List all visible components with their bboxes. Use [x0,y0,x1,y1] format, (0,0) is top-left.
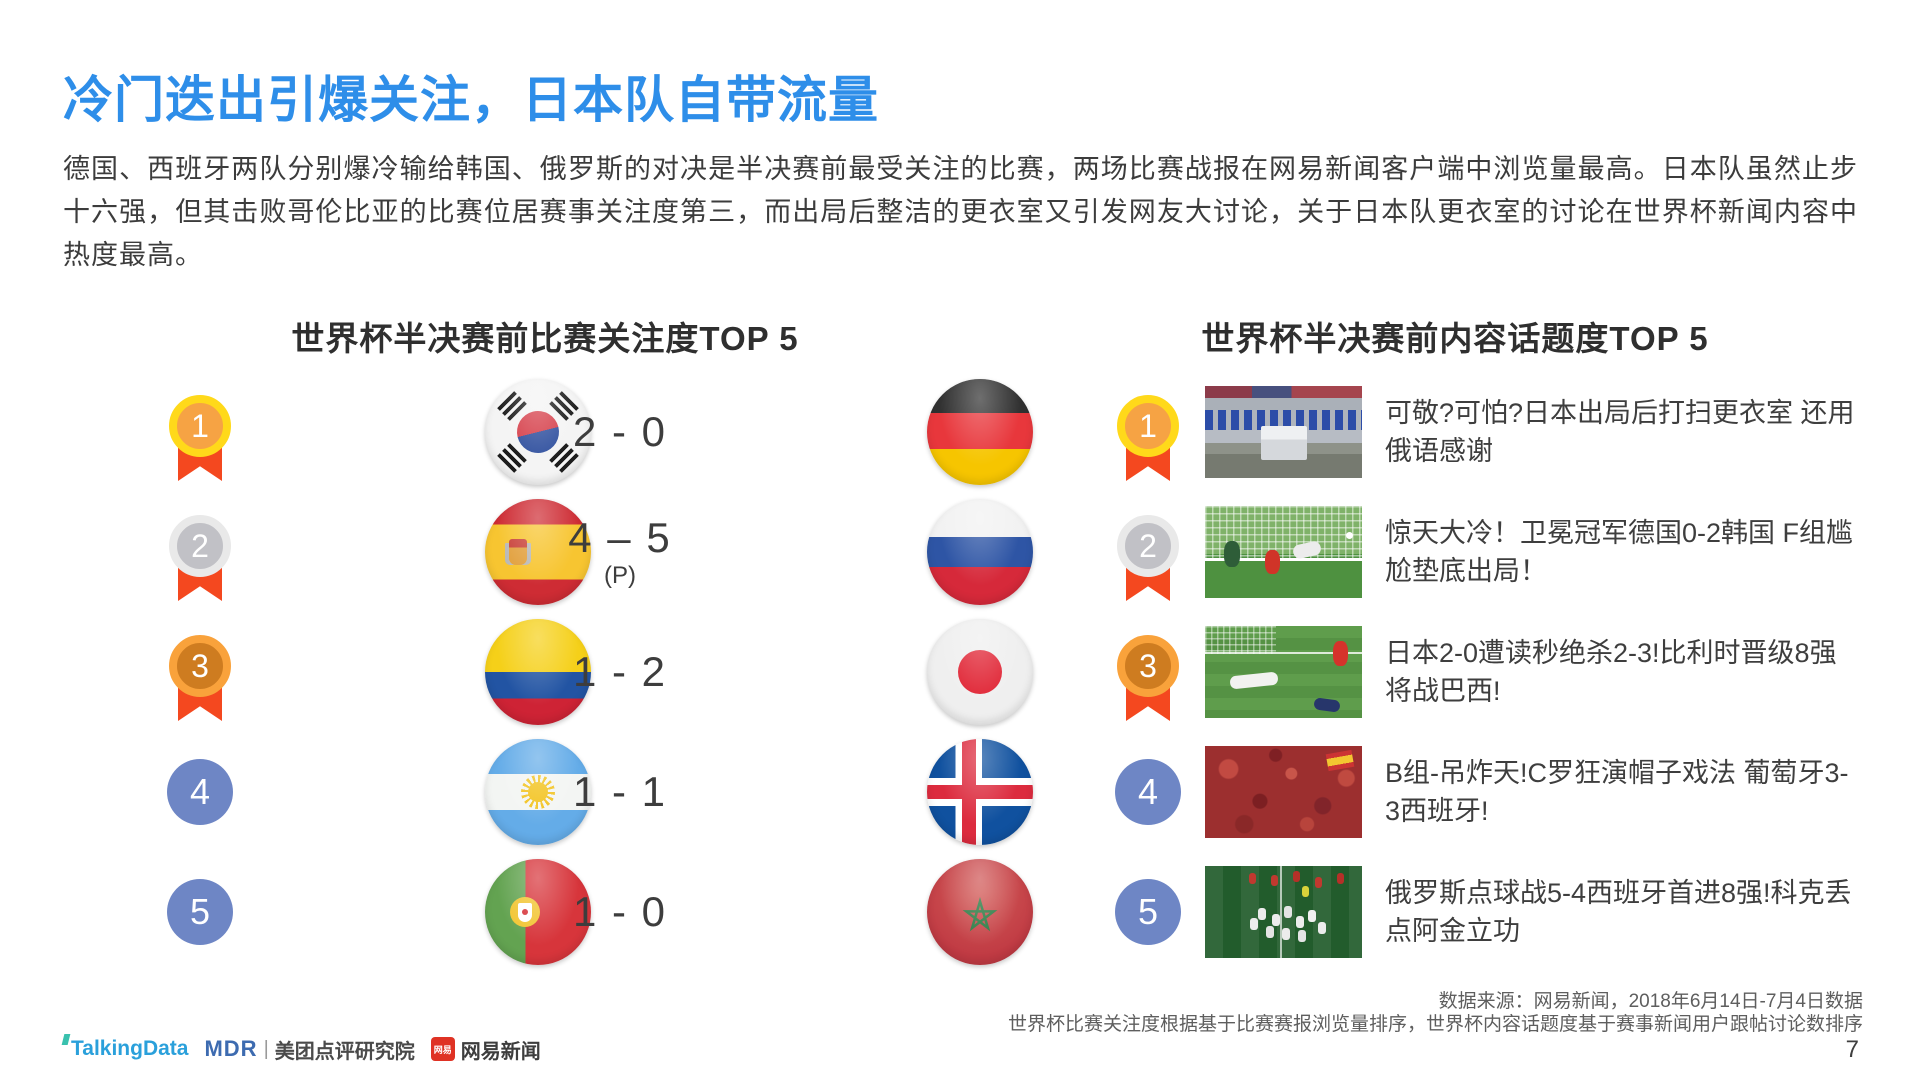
japan-belgium-match-photo [1205,626,1362,718]
news-row-3: 3 日本2-0遭读秒绝杀2-3!比利时晋级8强将战巴西! [1110,617,1900,727]
russia-celebration-photo [1205,866,1362,958]
match-row-2: 2 4 – 5 (P) [135,497,1033,607]
score-block: 1 - 0 [530,857,710,967]
match-score: 4 – 5 [568,514,672,561]
page-title: 冷门迭出引爆关注，日本队自带流量 [63,72,879,128]
talkingdata-tick-icon [61,1034,71,1045]
match-score: 1 - 1 [572,768,668,815]
news-row-1: 1 可敬?可怕?日本出局后打扫更衣室 还用俄语感谢 [1110,377,1900,487]
locker-room-photo [1205,386,1362,478]
match-row-1: 1 2 - 0 [135,377,1033,487]
spain-flag-icon [485,499,591,605]
news-row-2: 2 惊天大冷！卫冕冠军德国0-2韩国 F组尴尬垫底出局！ [1110,497,1900,607]
rank-number: 2 [169,515,231,577]
spain-crest-icon [509,539,527,565]
page-number: 7 [1845,1036,1859,1063]
rank-badge-icon: 5 [165,857,235,967]
colombia-flag-icon [485,619,591,725]
score-block: 4 – 5 (P) [530,497,710,607]
iceland-flag-icon [927,739,1033,845]
rank-number: 4 [1115,759,1181,825]
rank-badge-icon: 5 [1113,857,1183,967]
rank-number: 1 [1117,395,1179,457]
news-headline: B组-吊炸天!C罗狂演帽子戏法 葡萄牙3-3西班牙! [1385,758,1849,826]
spain-fans-crowd-photo [1205,746,1362,838]
right-panel-heading: 世界杯半决赛前内容话题度TOP 5 [1201,320,1709,357]
bronze-medal-icon: 3 [1113,617,1183,727]
rank-number: 1 [169,395,231,457]
argentina-flag-icon [485,739,591,845]
rank-badge-icon: 4 [165,737,235,847]
match-row-5: 5 1 - 0 [135,857,1033,967]
match-row-4: 4 1 - 1 [135,737,1033,847]
left-panel-heading: 世界杯半决赛前比赛关注度TOP 5 [291,320,799,357]
japan-flag-icon [927,619,1033,725]
match-score: 1 - 2 [572,648,668,695]
score-block: 1 - 2 [530,617,710,727]
match-row-3: 3 1 - 2 [135,617,1033,727]
news-headline: 俄罗斯点球战5-4西班牙首进8强!科克丢点阿金立功 [1385,878,1852,946]
source-line-1: 数据来源：网易新闻，2018年6月14日-7月4日数据 [1438,991,1863,1012]
news-headline: 日本2-0遭读秒绝杀2-3!比利时晋级8强将战巴西! [1385,638,1837,706]
data-source-note: 数据来源：网易新闻，2018年6月14日-7月4日数据 世界杯比赛关注度根据基于… [1008,990,1863,1036]
penalties-note: (P) [604,562,636,589]
news-headline: 可敬?可怕?日本出局后打扫更衣室 还用俄语感谢 [1385,398,1855,466]
spain-flag-in-crowd-icon [1325,749,1354,771]
rank-number: 3 [169,635,231,697]
netease-news-logo: 网易 网易新闻 [430,1035,541,1064]
netease-icon: 网易 [430,1037,455,1061]
bronze-medal-icon: 3 [165,617,235,727]
match-score: 2 - 0 [572,408,668,455]
rank-number: 5 [167,879,233,945]
source-line-2: 世界杯比赛关注度根据基于比赛赛报浏览量排序，世界杯内容话题度基于赛事新闻用户跟帖… [1007,1014,1863,1035]
news-row-5: 5 俄罗斯点球战5-4西班牙首进8强!科克丢点阿金立功 [1110,857,1900,967]
germany-korea-goal-photo [1205,506,1362,598]
morocco-star-icon [962,897,998,932]
silver-medal-icon: 2 [1113,497,1183,607]
intro-paragraph: 德国、西班牙两队分别爆冷输给韩国、俄罗斯的对决是半决赛前最受关注的比赛，两场比赛… [63,154,1858,270]
meituan-dianping-research-logo: MDR | 美团点评研究院 [204,1036,415,1063]
gold-medal-icon: 1 [1113,377,1183,487]
score-block: 1 - 1 [530,737,710,847]
rank-number: 5 [1115,879,1181,945]
japan-sun-disc-icon [958,650,1002,694]
russia-flag-icon [927,499,1033,605]
gold-medal-icon: 1 [165,377,235,487]
morocco-flag-icon [927,859,1033,965]
news-headline: 惊天大冷！卫冕冠军德国0-2韩国 F组尴尬垫底出局！ [1385,518,1854,586]
rank-number: 4 [167,759,233,825]
germany-flag-icon [927,379,1033,485]
portugal-flag-icon [485,859,591,965]
south-korea-flag-icon [485,379,591,485]
rank-badge-icon: 4 [1113,737,1183,847]
score-block: 2 - 0 [530,377,710,487]
rank-number: 2 [1117,515,1179,577]
silver-medal-icon: 2 [165,497,235,607]
talkingdata-logo: TalkingData [61,1034,188,1061]
news-row-4: 4 B组-吊炸天!C罗狂演帽子戏法 葡萄牙3-3西班牙! [1110,737,1900,847]
rank-number: 3 [1117,635,1179,697]
footer-logos: TalkingData MDR | 美团点评研究院 网易 网易新闻 [61,1034,541,1064]
match-score: 1 - 0 [572,888,668,935]
